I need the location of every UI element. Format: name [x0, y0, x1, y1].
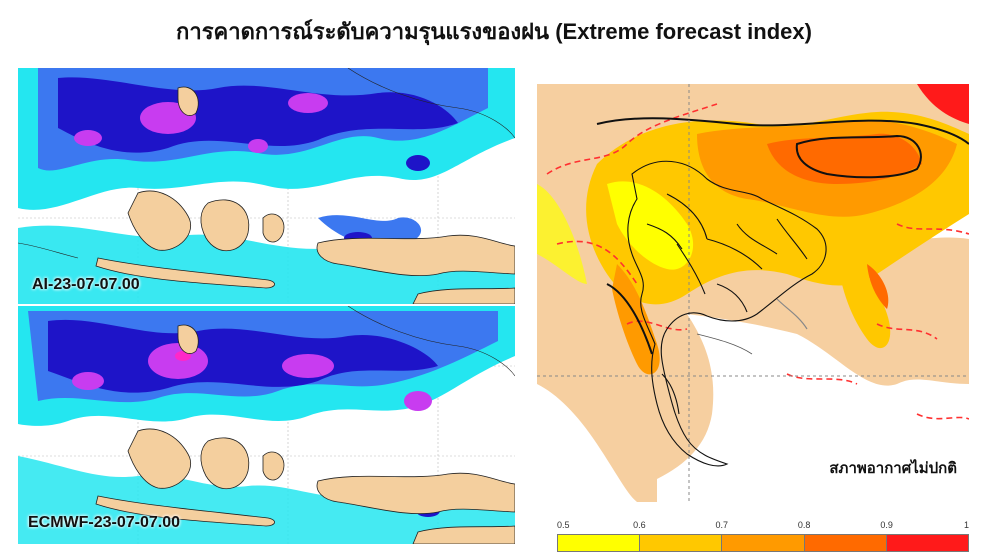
colorbar-swatches [557, 534, 969, 552]
colorbar-swatch [886, 535, 969, 551]
ecmwf-map-graphic [18, 306, 515, 544]
colorbar-swatch [722, 535, 805, 551]
ecmwf-map-label: ECMWF-23-07-07.00 [28, 514, 181, 531]
efi-map-label: สภาพอากาศไม่ปกติ [829, 460, 957, 477]
colorbar-tick-label: 0.6 [633, 520, 646, 530]
colorbar-swatch [804, 535, 887, 551]
page-title: การคาดการณ์ระดับความรุนแรงของฝน (Extreme… [176, 19, 812, 44]
efi-map-graphic [537, 84, 969, 502]
colorbar-tick-label: 0.7 [715, 520, 729, 530]
colorbar-tick-label: 0.9 [880, 520, 893, 530]
ai-map-graphic [18, 68, 515, 304]
colorbar-ticks: 0.5 0.6 0.7 0.8 0.9 1 [557, 520, 969, 534]
ai-map-label: AI-23-07-07.00 [32, 276, 140, 293]
colorbar-swatch [558, 535, 641, 551]
ecmwf-forecast-map: ECMWF-23-07-07.00 [18, 306, 515, 544]
colorbar-tick-label: 1 [963, 520, 969, 530]
efi-colorbar: 0.5 0.6 0.7 0.8 0.9 1 [557, 520, 969, 552]
colorbar-tick-label: 0.8 [797, 520, 811, 530]
efi-map: สภาพอากาศไม่ปกติ [537, 84, 969, 502]
colorbar-swatch [640, 535, 723, 551]
colorbar-tick-label: 0.5 [557, 520, 570, 530]
ai-forecast-map: AI-23-07-07.00 [18, 68, 515, 304]
